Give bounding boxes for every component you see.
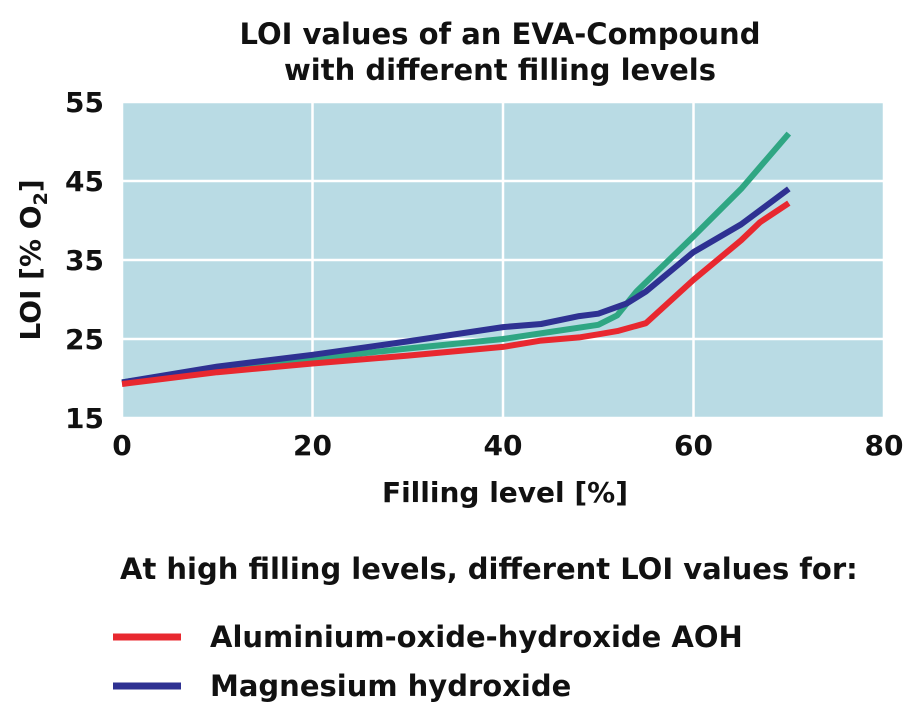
y-axis-ticks: 15 25 35 45 55 — [65, 86, 104, 435]
y-tick-label-4: 55 — [65, 86, 104, 119]
legend-label-1: Magnesium hydroxide — [210, 669, 571, 703]
y-tick-label-0: 15 — [65, 402, 104, 435]
x-axis-ticks: 0 20 40 60 80 — [112, 429, 903, 462]
y-tick-label-1: 25 — [65, 323, 104, 356]
series-line-2 — [121, 200, 791, 387]
x-axis-label: Filling level [%] — [382, 476, 628, 509]
y-axis-label-main: LOI [% O — [14, 205, 47, 340]
x-tick-label-2: 40 — [484, 429, 523, 462]
y-tick-label-3: 45 — [65, 165, 104, 198]
legend-label-0: Aluminium-oxide-hydroxide AOH — [210, 620, 743, 654]
y-axis-label: LOI [% O2] — [14, 179, 52, 340]
x-tick-label-4: 80 — [865, 429, 904, 462]
series-line-1 — [121, 186, 791, 386]
series-line-0 — [121, 131, 792, 386]
legend-heading: At high filling levels, different LOI va… — [120, 552, 858, 586]
y-axis-label-subscript: 2 — [30, 192, 52, 205]
x-tick-label-0: 0 — [112, 429, 131, 462]
chart-title-line-2: with different filling levels — [284, 53, 716, 87]
gridlines — [120, 100, 886, 420]
y-axis-label-close: ] — [14, 179, 47, 192]
y-tick-label-2: 35 — [65, 244, 104, 277]
legend: Aluminium-oxide-hydroxide AOH Magnesium h… — [113, 620, 743, 703]
series-lines — [121, 131, 792, 387]
chart-title-line-1: LOI values of an EVA-Compound — [240, 17, 761, 51]
x-tick-label-3: 60 — [674, 429, 713, 462]
x-tick-label-1: 20 — [293, 429, 332, 462]
